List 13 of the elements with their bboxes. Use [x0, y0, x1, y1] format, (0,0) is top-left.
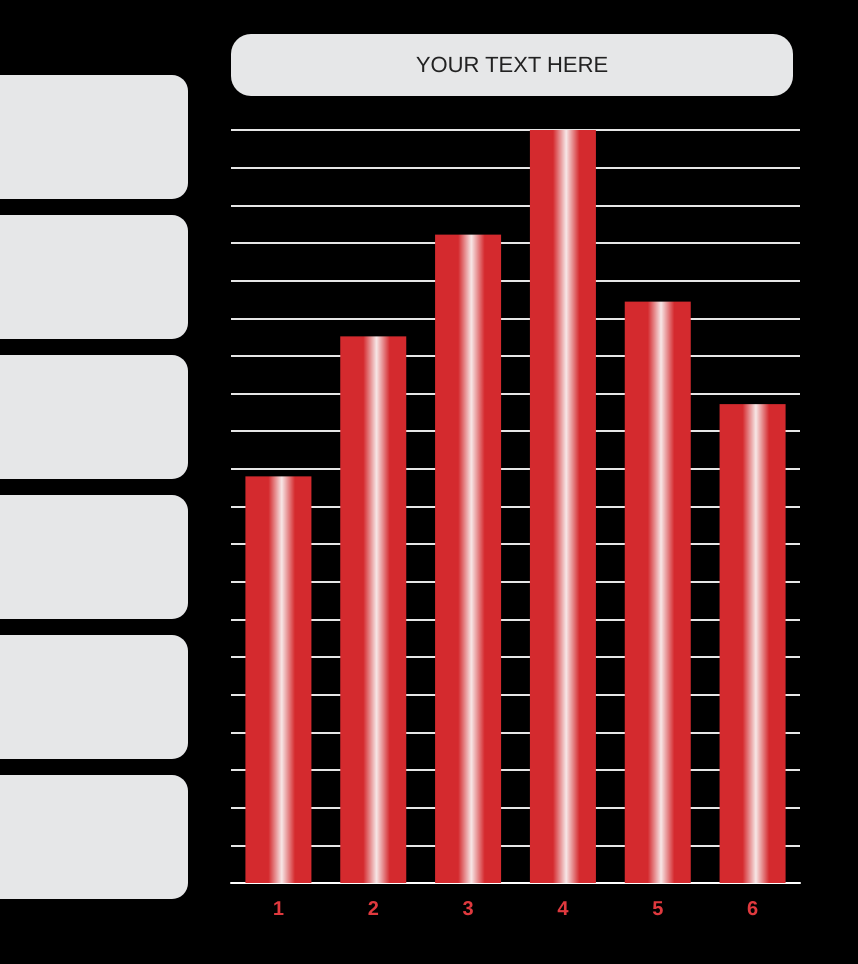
- x-tick-label: 2: [368, 898, 379, 920]
- bar: [624, 302, 691, 883]
- x-tick-label: 6: [747, 898, 758, 920]
- x-tick-label: 1: [272, 898, 284, 920]
- bar: [720, 404, 786, 883]
- x-tick-label: 5: [652, 898, 664, 920]
- bar: [340, 336, 406, 883]
- bar: [530, 130, 596, 883]
- bar: [245, 476, 312, 883]
- x-tick-label: 4: [557, 898, 570, 920]
- x-tick-label: 3: [462, 898, 474, 920]
- bar: [435, 234, 502, 883]
- chart-title: YOUR TEXT HERE: [231, 34, 793, 96]
